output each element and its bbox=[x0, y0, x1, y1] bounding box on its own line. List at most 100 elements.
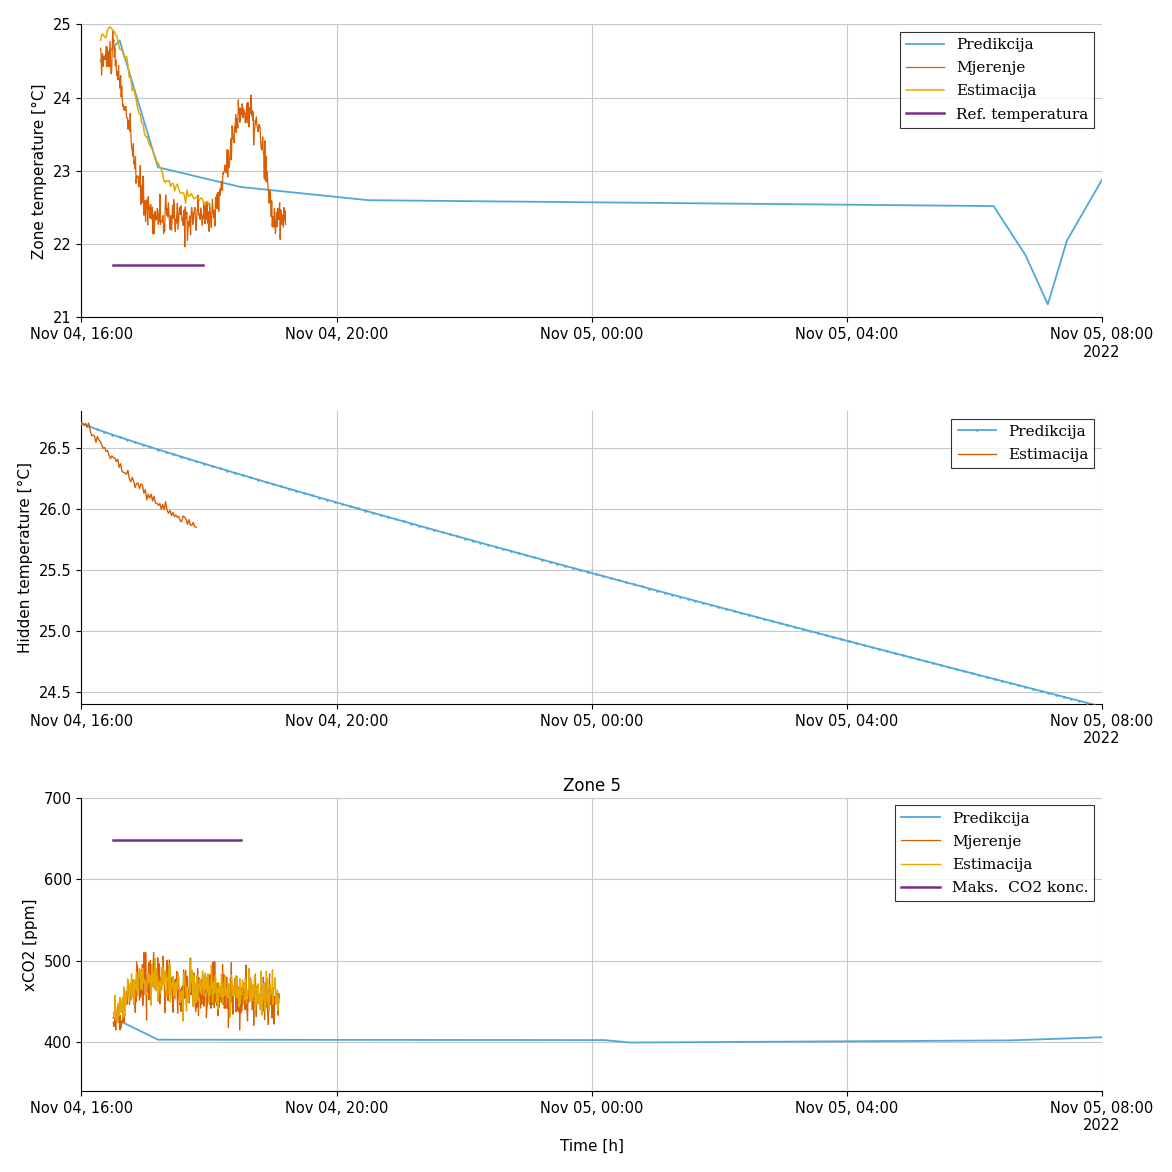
Title: Zone 5: Zone 5 bbox=[563, 777, 621, 795]
Predikcija bbox=[816, 627, 830, 641]
Mjerenje bbox=[179, 205, 193, 219]
Estimacija bbox=[144, 488, 158, 502]
Predikcija bbox=[927, 1034, 941, 1048]
Line: Predikcija: Predikcija bbox=[80, 422, 1103, 708]
Legend: Predikcija, Mjerenje, Estimacija, Ref. temperatura: Predikcija, Mjerenje, Estimacija, Ref. t… bbox=[900, 32, 1095, 128]
Line: Predikcija: Predikcija bbox=[114, 1017, 1102, 1043]
Estimacija bbox=[107, 1007, 121, 1021]
Ref. temperatura bbox=[144, 258, 158, 272]
Line: Estimacija: Estimacija bbox=[114, 959, 279, 1022]
Mjerenje bbox=[272, 992, 286, 1006]
Estimacija bbox=[127, 475, 141, 489]
Maks.  CO2 konc. bbox=[145, 833, 159, 847]
Predikcija bbox=[740, 197, 754, 211]
Maks.  CO2 konc. bbox=[107, 833, 121, 847]
Ref. temperatura bbox=[130, 258, 144, 272]
Ref. temperatura bbox=[191, 258, 205, 272]
Maks.  CO2 konc. bbox=[168, 833, 182, 847]
Predikcija bbox=[1077, 203, 1091, 217]
Predikcija bbox=[478, 537, 492, 551]
Maks.  CO2 konc. bbox=[124, 833, 138, 847]
Predikcija bbox=[407, 517, 421, 531]
Maks.  CO2 konc. bbox=[180, 833, 195, 847]
Ref. temperatura bbox=[158, 258, 172, 272]
Maks.  CO2 konc. bbox=[172, 833, 186, 847]
Mjerenje bbox=[127, 987, 141, 1001]
Ref. temperatura bbox=[149, 258, 163, 272]
Predikcija bbox=[107, 1010, 121, 1024]
Predikcija bbox=[1041, 298, 1055, 312]
Predikcija bbox=[113, 34, 127, 48]
Maks.  CO2 konc. bbox=[132, 833, 146, 847]
Predikcija bbox=[716, 601, 730, 615]
Ref. temperatura bbox=[107, 258, 121, 272]
Ref. temperatura bbox=[177, 258, 191, 272]
Mjerenje bbox=[94, 41, 108, 55]
Estimacija bbox=[258, 1003, 272, 1017]
Maks.  CO2 konc. bbox=[212, 833, 226, 847]
Estimacija bbox=[159, 173, 173, 188]
Mjerenje bbox=[227, 972, 241, 986]
Mjerenje bbox=[137, 946, 151, 960]
Line: Estimacija: Estimacija bbox=[81, 423, 196, 527]
Mjerenje bbox=[279, 218, 293, 232]
Estimacija bbox=[74, 417, 88, 431]
Predikcija bbox=[94, 54, 108, 68]
Mjerenje bbox=[227, 986, 241, 1000]
Maks.  CO2 konc. bbox=[150, 833, 164, 847]
Ref. temperatura bbox=[135, 258, 149, 272]
Estimacija bbox=[143, 138, 157, 152]
Estimacija bbox=[206, 987, 220, 1001]
Maks.  CO2 konc. bbox=[177, 833, 191, 847]
Legend: Predikcija, Mjerenje, Estimacija, Maks.  CO2 konc.: Predikcija, Mjerenje, Estimacija, Maks. … bbox=[895, 805, 1095, 901]
Maks.  CO2 konc. bbox=[195, 833, 209, 847]
Ref. temperatura bbox=[172, 258, 186, 272]
Predikcija bbox=[197, 457, 211, 471]
Maks.  CO2 konc. bbox=[190, 833, 204, 847]
Ref. temperatura bbox=[196, 258, 210, 272]
Maks.  CO2 konc. bbox=[234, 833, 248, 847]
Predikcija bbox=[552, 1033, 566, 1047]
Predikcija bbox=[451, 195, 465, 209]
X-axis label: Time [h]: Time [h] bbox=[560, 1139, 624, 1153]
Estimacija bbox=[150, 496, 164, 510]
Estimacija bbox=[209, 973, 223, 987]
Y-axis label: Hidden temperature [°C]: Hidden temperature [°C] bbox=[19, 462, 33, 653]
Maks.  CO2 konc. bbox=[198, 833, 212, 847]
Line: Predikcija: Predikcija bbox=[101, 41, 1102, 305]
Mjerenje bbox=[143, 198, 157, 212]
Maks.  CO2 konc. bbox=[230, 833, 244, 847]
Ref. temperatura bbox=[163, 258, 177, 272]
Predikcija bbox=[1023, 259, 1037, 273]
Ref. temperatura bbox=[139, 258, 154, 272]
Estimacija bbox=[103, 20, 117, 34]
Ref. temperatura bbox=[186, 258, 200, 272]
Estimacija bbox=[205, 995, 219, 1009]
Mjerenje bbox=[193, 212, 207, 226]
Ref. temperatura bbox=[154, 258, 168, 272]
Estimacija bbox=[202, 198, 216, 212]
Mjerenje bbox=[178, 240, 192, 254]
Predikcija bbox=[200, 1033, 214, 1047]
Ref. temperatura bbox=[182, 258, 196, 272]
Legend: Predikcija, Estimacija: Predikcija, Estimacija bbox=[952, 418, 1095, 468]
Mjerenje bbox=[109, 1023, 123, 1037]
Predikcija bbox=[250, 182, 264, 196]
Predikcija bbox=[74, 416, 88, 430]
Predikcija bbox=[624, 1036, 638, 1050]
Maks.  CO2 konc. bbox=[185, 833, 199, 847]
Mjerenje bbox=[277, 200, 291, 214]
Maks.  CO2 konc. bbox=[155, 833, 169, 847]
Estimacija bbox=[107, 1006, 121, 1020]
Line: Estimacija: Estimacija bbox=[101, 27, 209, 205]
Mjerenje bbox=[107, 1015, 121, 1029]
Estimacija bbox=[191, 191, 205, 205]
Ref. temperatura bbox=[125, 258, 139, 272]
Maks.  CO2 konc. bbox=[220, 833, 234, 847]
Maks.  CO2 konc. bbox=[120, 833, 134, 847]
Maks.  CO2 konc. bbox=[128, 833, 142, 847]
Predikcija bbox=[547, 1033, 561, 1047]
Estimacija bbox=[155, 503, 169, 517]
Estimacija bbox=[272, 995, 286, 1009]
Estimacija bbox=[161, 175, 175, 189]
